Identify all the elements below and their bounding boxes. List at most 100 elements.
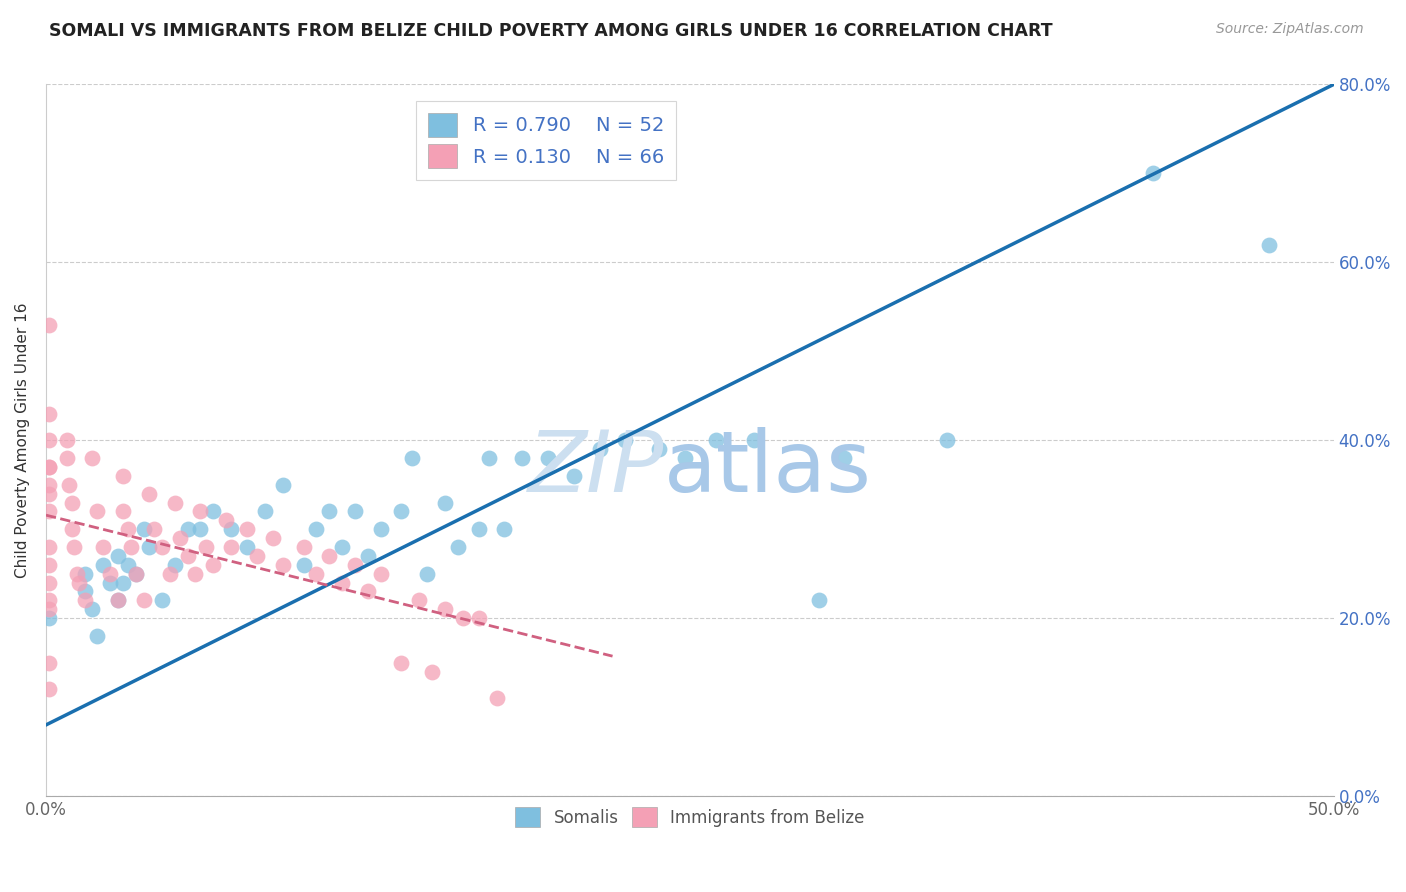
Point	[38, 611, 60, 625]
Point	[343, 504, 366, 518]
Point	[169, 531, 191, 545]
Point	[38, 593, 60, 607]
Point	[38, 602, 60, 616]
Point	[38, 459, 60, 474]
Point	[107, 593, 129, 607]
Point	[86, 504, 108, 518]
Point	[648, 442, 671, 457]
Point	[184, 566, 207, 581]
Point	[673, 451, 696, 466]
Point	[253, 504, 276, 518]
Point	[69, 575, 91, 590]
Point	[163, 558, 186, 572]
Point	[176, 549, 198, 563]
Point	[408, 593, 430, 607]
Point	[318, 504, 340, 518]
Point	[112, 468, 135, 483]
Point	[389, 656, 412, 670]
Point	[38, 682, 60, 697]
Text: atlas: atlas	[664, 427, 872, 510]
Point	[91, 558, 114, 572]
Point	[305, 566, 328, 581]
Point	[292, 540, 315, 554]
Point	[537, 451, 560, 466]
Point	[98, 575, 121, 590]
Point	[614, 434, 637, 448]
Point	[143, 522, 166, 536]
Point	[370, 566, 392, 581]
Point	[117, 522, 139, 536]
Text: Source: ZipAtlas.com: Source: ZipAtlas.com	[1216, 22, 1364, 37]
Point	[271, 558, 294, 572]
Point	[55, 434, 77, 448]
Point	[190, 504, 212, 518]
Point	[807, 593, 830, 607]
Point	[221, 522, 243, 536]
Point	[451, 611, 474, 625]
Point	[467, 522, 489, 536]
Point	[132, 522, 155, 536]
Point	[194, 540, 217, 554]
Point	[125, 566, 148, 581]
Point	[357, 584, 380, 599]
Point	[107, 593, 129, 607]
Point	[86, 629, 108, 643]
Point	[202, 558, 225, 572]
Point	[91, 540, 114, 554]
Point	[834, 451, 856, 466]
Point	[73, 566, 96, 581]
Point	[38, 477, 60, 491]
Text: SOMALI VS IMMIGRANTS FROM BELIZE CHILD POVERTY AMONG GIRLS UNDER 16 CORRELATION : SOMALI VS IMMIGRANTS FROM BELIZE CHILD P…	[49, 22, 1053, 40]
Point	[82, 602, 104, 616]
Point	[512, 451, 534, 466]
Point	[117, 558, 139, 572]
Point	[138, 486, 160, 500]
Point	[38, 486, 60, 500]
Point	[330, 575, 353, 590]
Point	[107, 549, 129, 563]
Point	[1142, 166, 1164, 180]
Point	[467, 611, 489, 625]
Point	[330, 540, 353, 554]
Point	[236, 540, 259, 554]
Point	[292, 558, 315, 572]
Point	[112, 575, 135, 590]
Point	[150, 540, 173, 554]
Point	[73, 584, 96, 599]
Point	[742, 434, 765, 448]
Point	[38, 656, 60, 670]
Point	[159, 566, 181, 581]
Point	[236, 522, 259, 536]
Point	[271, 477, 294, 491]
Point	[494, 522, 516, 536]
Point	[416, 566, 439, 581]
Text: ZIP: ZIP	[527, 427, 664, 510]
Point	[98, 566, 121, 581]
Point	[704, 434, 727, 448]
Point	[434, 495, 457, 509]
Point	[125, 566, 148, 581]
Point	[138, 540, 160, 554]
Point	[38, 558, 60, 572]
Point	[82, 451, 104, 466]
Point	[221, 540, 243, 554]
Point	[132, 593, 155, 607]
Y-axis label: Child Poverty Among Girls Under 16: Child Poverty Among Girls Under 16	[15, 302, 30, 578]
Point	[73, 593, 96, 607]
Point	[357, 549, 380, 563]
Point	[120, 540, 142, 554]
Point	[63, 540, 86, 554]
Point	[215, 513, 238, 527]
Point	[485, 691, 508, 706]
Point	[202, 504, 225, 518]
Point	[370, 522, 392, 536]
Point	[150, 593, 173, 607]
Legend: Somalis, Immigrants from Belize: Somalis, Immigrants from Belize	[509, 800, 872, 834]
Point	[262, 531, 284, 545]
Point	[66, 566, 89, 581]
Point	[38, 318, 60, 332]
Point	[60, 522, 83, 536]
Point	[447, 540, 470, 554]
Point	[55, 451, 77, 466]
Point	[246, 549, 269, 563]
